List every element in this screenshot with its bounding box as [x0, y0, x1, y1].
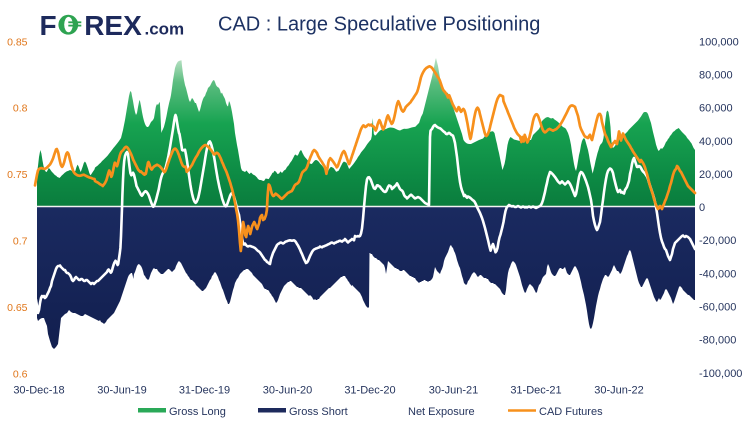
svg-text:0.75: 0.75: [7, 169, 28, 181]
svg-text:Gross Short: Gross Short: [289, 406, 348, 418]
svg-text:0.6: 0.6: [13, 368, 28, 380]
svg-text:0: 0: [699, 202, 705, 214]
svg-text:0.8: 0.8: [13, 103, 28, 115]
svg-text:CAD Futures: CAD Futures: [539, 406, 603, 418]
svg-text:31-Dec-20: 31-Dec-20: [344, 385, 395, 397]
svg-text:0.85: 0.85: [7, 36, 28, 48]
svg-text:Net Exposure: Net Exposure: [408, 406, 475, 418]
svg-text:100,000: 100,000: [699, 36, 739, 48]
svg-text:.com: .com: [145, 20, 185, 39]
svg-text:30-Jun-21: 30-Jun-21: [429, 385, 479, 397]
svg-text:30-Jun-20: 30-Jun-20: [263, 385, 313, 397]
svg-text:-80,000: -80,000: [699, 335, 736, 347]
svg-text:-40,000: -40,000: [699, 268, 736, 280]
svg-text:Gross Long: Gross Long: [169, 406, 226, 418]
svg-text:30-Jun-22: 30-Jun-22: [594, 385, 644, 397]
svg-text:0.7: 0.7: [13, 235, 28, 247]
svg-text:-100,000: -100,000: [699, 368, 742, 380]
svg-text:80,000: 80,000: [699, 70, 733, 82]
svg-text:0.65: 0.65: [7, 302, 28, 314]
svg-text:31-Dec-21: 31-Dec-21: [510, 385, 561, 397]
svg-text:CAD : Large Speculative Positi: CAD : Large Speculative Positioning: [218, 14, 540, 36]
svg-text:-60,000: -60,000: [699, 302, 736, 314]
svg-text:31-Dec-19: 31-Dec-19: [179, 385, 230, 397]
svg-text:60,000: 60,000: [699, 103, 733, 115]
svg-text:30-Jun-19: 30-Jun-19: [97, 385, 147, 397]
svg-text:30-Dec-18: 30-Dec-18: [13, 385, 64, 397]
svg-text:-20,000: -20,000: [699, 235, 736, 247]
svg-text:REX: REX: [84, 10, 142, 41]
svg-text:40,000: 40,000: [699, 136, 733, 148]
svg-text:20,000: 20,000: [699, 169, 733, 181]
svg-text:F: F: [40, 10, 57, 41]
